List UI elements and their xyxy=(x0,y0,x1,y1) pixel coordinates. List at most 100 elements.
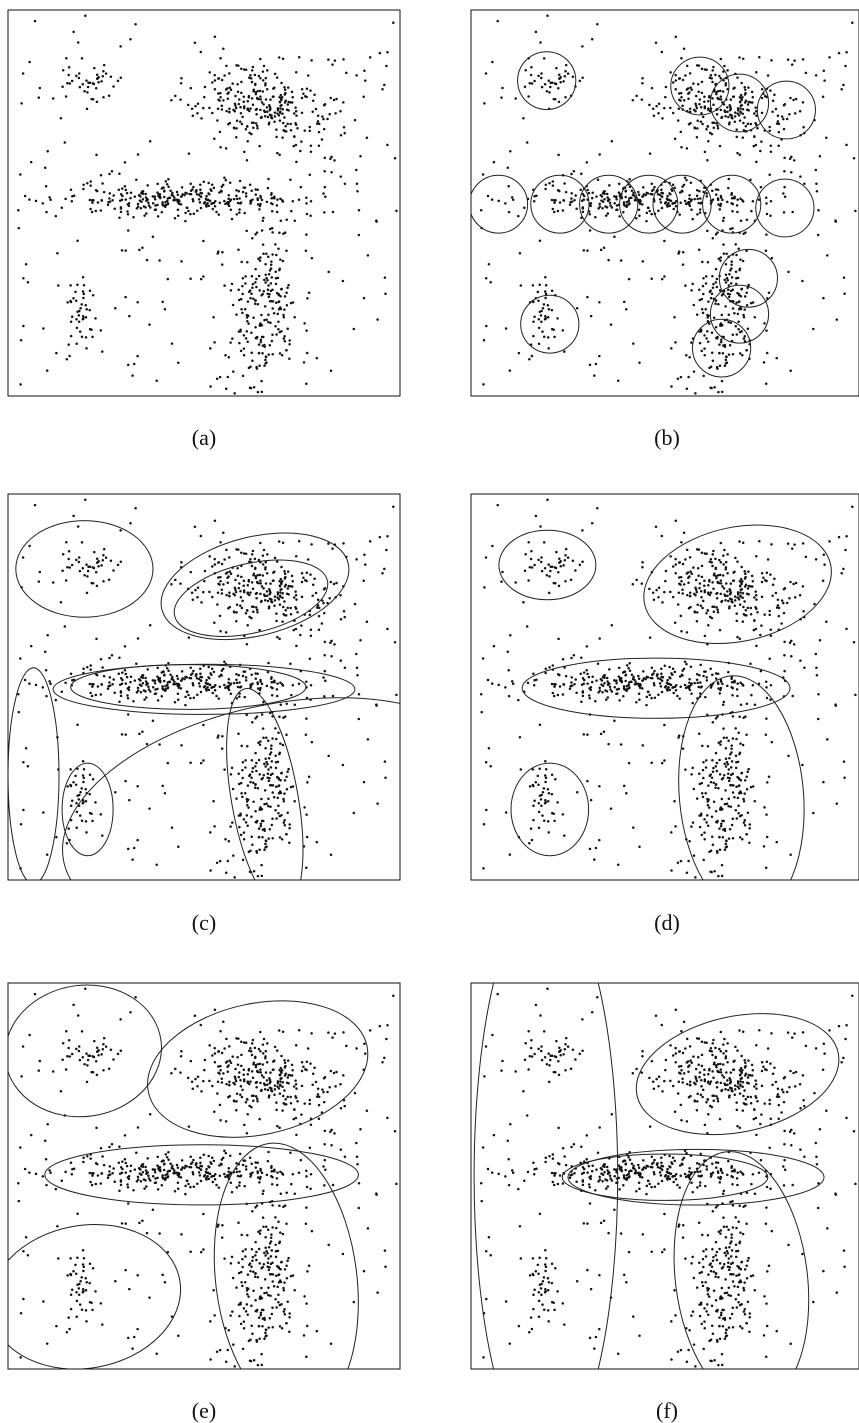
data-point xyxy=(259,98,262,101)
data-point xyxy=(768,125,771,129)
data-point xyxy=(275,817,278,820)
data-point xyxy=(82,780,85,784)
data-point xyxy=(188,192,191,196)
data-point xyxy=(504,202,507,205)
data-point xyxy=(189,761,192,765)
data-point xyxy=(283,295,287,298)
data-point xyxy=(118,172,121,176)
data-point xyxy=(235,1186,239,1189)
data-point xyxy=(815,673,819,677)
data-point xyxy=(256,1176,260,1179)
data-point xyxy=(660,675,663,679)
data-point xyxy=(681,747,685,750)
data-point xyxy=(710,77,713,80)
data-point xyxy=(136,153,140,156)
data-point xyxy=(685,178,688,182)
data-point xyxy=(242,670,245,673)
data-point xyxy=(266,255,270,259)
data-point xyxy=(280,683,284,686)
data-point xyxy=(307,775,311,778)
data-point xyxy=(275,135,278,139)
data-point xyxy=(537,299,540,302)
data-point xyxy=(300,595,304,599)
data-point xyxy=(274,766,278,770)
data-point xyxy=(746,587,750,590)
data-point xyxy=(229,773,233,776)
data-point xyxy=(250,331,253,334)
data-point xyxy=(262,700,265,704)
data-point xyxy=(708,580,711,583)
data-point xyxy=(533,195,536,198)
data-point xyxy=(687,97,690,100)
data-point xyxy=(297,1171,301,1174)
data-point xyxy=(722,79,725,82)
data-point xyxy=(770,543,773,546)
data-point xyxy=(158,193,162,196)
data-point xyxy=(255,597,258,600)
data-point xyxy=(118,1189,121,1193)
data-point xyxy=(266,1088,270,1092)
data-point xyxy=(254,188,257,191)
data-point xyxy=(86,1058,90,1062)
data-point xyxy=(710,132,714,136)
data-point xyxy=(251,770,254,774)
data-point xyxy=(268,1082,271,1085)
data-point xyxy=(223,683,226,687)
data-point xyxy=(161,300,164,304)
data-point xyxy=(138,1172,142,1175)
data-point xyxy=(260,713,264,716)
data-point xyxy=(65,1030,68,1033)
data-point xyxy=(676,119,680,122)
data-point xyxy=(163,1162,166,1165)
data-point xyxy=(154,1177,157,1180)
data-point xyxy=(213,563,217,566)
data-point xyxy=(218,1174,222,1178)
data-point xyxy=(563,350,566,353)
data-point xyxy=(553,201,556,204)
data-point xyxy=(718,289,722,292)
data-point xyxy=(227,681,230,685)
data-point xyxy=(506,650,510,653)
data-point xyxy=(102,547,106,551)
data-point xyxy=(703,634,707,638)
data-point xyxy=(84,498,87,501)
data-point xyxy=(385,64,388,68)
data-point xyxy=(223,660,226,663)
data-point xyxy=(557,100,561,104)
data-point xyxy=(134,506,137,510)
data-point xyxy=(248,131,251,135)
data-point xyxy=(724,594,727,598)
data-point xyxy=(760,571,764,575)
data-point xyxy=(313,577,316,580)
data-point xyxy=(753,799,757,803)
data-point xyxy=(618,215,621,218)
data-point xyxy=(243,150,246,154)
data-point xyxy=(747,570,750,573)
data-point xyxy=(236,567,239,570)
data-point xyxy=(295,1133,298,1137)
data-point xyxy=(719,806,723,809)
data-point xyxy=(553,819,556,823)
data-point xyxy=(211,111,214,115)
data-point xyxy=(123,185,127,188)
data-point xyxy=(265,684,269,688)
data-point xyxy=(243,791,247,795)
data-point xyxy=(242,1320,246,1323)
data-point xyxy=(143,214,146,217)
data-point xyxy=(628,178,631,181)
data-point xyxy=(67,1039,71,1042)
data-point xyxy=(235,119,239,123)
data-point xyxy=(570,684,574,687)
data-point xyxy=(716,198,720,202)
data-point xyxy=(343,182,347,185)
data-point xyxy=(275,1177,279,1180)
data-point xyxy=(24,747,28,750)
data-point xyxy=(100,564,103,567)
data-point xyxy=(59,117,63,120)
data-point xyxy=(259,740,262,743)
data-point xyxy=(309,634,313,637)
data-point xyxy=(166,1175,170,1178)
data-point xyxy=(747,593,750,596)
data-point xyxy=(279,107,282,110)
data-point xyxy=(726,200,729,204)
